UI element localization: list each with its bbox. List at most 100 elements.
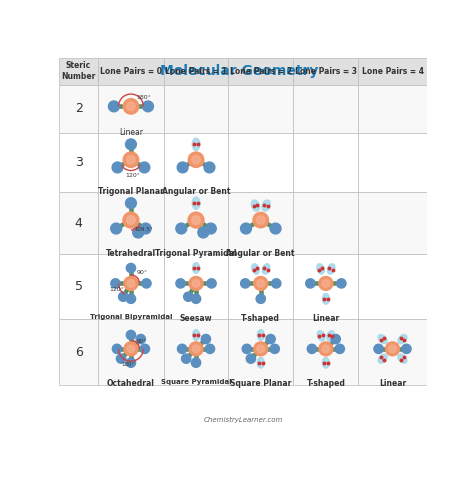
Circle shape xyxy=(127,279,135,287)
Circle shape xyxy=(253,212,268,228)
Bar xyxy=(59,319,98,385)
Ellipse shape xyxy=(192,138,200,151)
Bar xyxy=(98,84,164,133)
Circle shape xyxy=(124,276,138,290)
Circle shape xyxy=(127,345,135,353)
Circle shape xyxy=(191,358,201,367)
Circle shape xyxy=(204,162,215,173)
Bar xyxy=(358,254,427,319)
Circle shape xyxy=(127,216,135,224)
Circle shape xyxy=(123,212,139,228)
Circle shape xyxy=(319,276,333,290)
Circle shape xyxy=(322,279,330,287)
Ellipse shape xyxy=(328,264,335,274)
Text: Lone Pairs = 2: Lone Pairs = 2 xyxy=(230,67,292,75)
Text: 3: 3 xyxy=(75,156,82,169)
Circle shape xyxy=(127,216,135,224)
Circle shape xyxy=(306,279,315,288)
Circle shape xyxy=(266,335,275,344)
Circle shape xyxy=(183,292,193,301)
Ellipse shape xyxy=(192,330,200,340)
Text: 120°: 120° xyxy=(109,287,124,292)
Ellipse shape xyxy=(398,335,407,344)
Ellipse shape xyxy=(192,263,200,274)
Text: 4: 4 xyxy=(75,216,82,229)
Text: Angular or Bent: Angular or Bent xyxy=(162,187,230,196)
Circle shape xyxy=(133,227,144,238)
Text: Lone Pairs = 1: Lone Pairs = 1 xyxy=(165,67,227,75)
Circle shape xyxy=(118,292,128,301)
Circle shape xyxy=(192,345,200,353)
Circle shape xyxy=(112,162,123,173)
Bar xyxy=(293,192,358,254)
Ellipse shape xyxy=(378,335,387,344)
Ellipse shape xyxy=(192,197,200,209)
Circle shape xyxy=(117,354,126,363)
Bar xyxy=(293,133,358,192)
Circle shape xyxy=(257,345,264,353)
Circle shape xyxy=(124,342,138,356)
Ellipse shape xyxy=(262,200,270,211)
Circle shape xyxy=(201,335,210,344)
Circle shape xyxy=(192,216,201,224)
FancyBboxPatch shape xyxy=(316,60,328,83)
Bar xyxy=(164,254,228,319)
Circle shape xyxy=(198,227,209,238)
Bar xyxy=(164,84,228,133)
Circle shape xyxy=(254,276,268,290)
Text: Square Pyramidal: Square Pyramidal xyxy=(161,380,231,385)
Circle shape xyxy=(374,344,383,353)
Circle shape xyxy=(188,212,204,228)
Bar xyxy=(59,396,427,412)
Circle shape xyxy=(207,279,216,288)
Circle shape xyxy=(140,344,149,353)
Bar xyxy=(59,133,98,192)
Text: Trigonal Pyramidal: Trigonal Pyramidal xyxy=(155,249,237,258)
Circle shape xyxy=(242,344,251,353)
Circle shape xyxy=(123,212,139,228)
Circle shape xyxy=(335,344,345,353)
Circle shape xyxy=(111,223,122,234)
Circle shape xyxy=(241,279,250,288)
Circle shape xyxy=(205,223,216,234)
Circle shape xyxy=(192,279,200,287)
Bar xyxy=(98,192,164,254)
Text: 109.5°: 109.5° xyxy=(134,227,153,232)
Text: 6: 6 xyxy=(75,346,82,359)
Text: 90°: 90° xyxy=(137,270,147,275)
Circle shape xyxy=(123,99,139,114)
FancyBboxPatch shape xyxy=(166,69,320,89)
Bar xyxy=(98,319,164,385)
Ellipse shape xyxy=(252,264,259,274)
Circle shape xyxy=(270,344,279,353)
Circle shape xyxy=(337,279,346,288)
Circle shape xyxy=(177,162,188,173)
Ellipse shape xyxy=(322,357,329,368)
Text: Molecular Geometry: Molecular Geometry xyxy=(160,64,318,78)
Circle shape xyxy=(111,279,120,288)
Bar xyxy=(228,254,293,319)
Circle shape xyxy=(189,276,203,290)
Text: Steric
Number: Steric Number xyxy=(62,61,96,81)
Circle shape xyxy=(123,152,139,168)
Text: Square Planar: Square Planar xyxy=(230,380,292,388)
Text: 180°: 180° xyxy=(121,362,135,367)
Bar xyxy=(358,84,427,133)
Text: T-shaped: T-shaped xyxy=(241,314,280,323)
Circle shape xyxy=(126,358,136,367)
Circle shape xyxy=(319,342,333,356)
Circle shape xyxy=(142,279,151,288)
Text: 5: 5 xyxy=(74,280,82,293)
Ellipse shape xyxy=(398,354,407,363)
Circle shape xyxy=(127,102,135,110)
Bar xyxy=(164,319,228,385)
Bar xyxy=(59,254,98,319)
Text: Lone Pairs = 3: Lone Pairs = 3 xyxy=(295,67,357,75)
Bar xyxy=(59,192,98,254)
Ellipse shape xyxy=(322,293,329,304)
Ellipse shape xyxy=(378,354,387,363)
Bar xyxy=(293,84,358,133)
Circle shape xyxy=(126,139,137,150)
Circle shape xyxy=(112,344,122,353)
Circle shape xyxy=(270,223,281,234)
